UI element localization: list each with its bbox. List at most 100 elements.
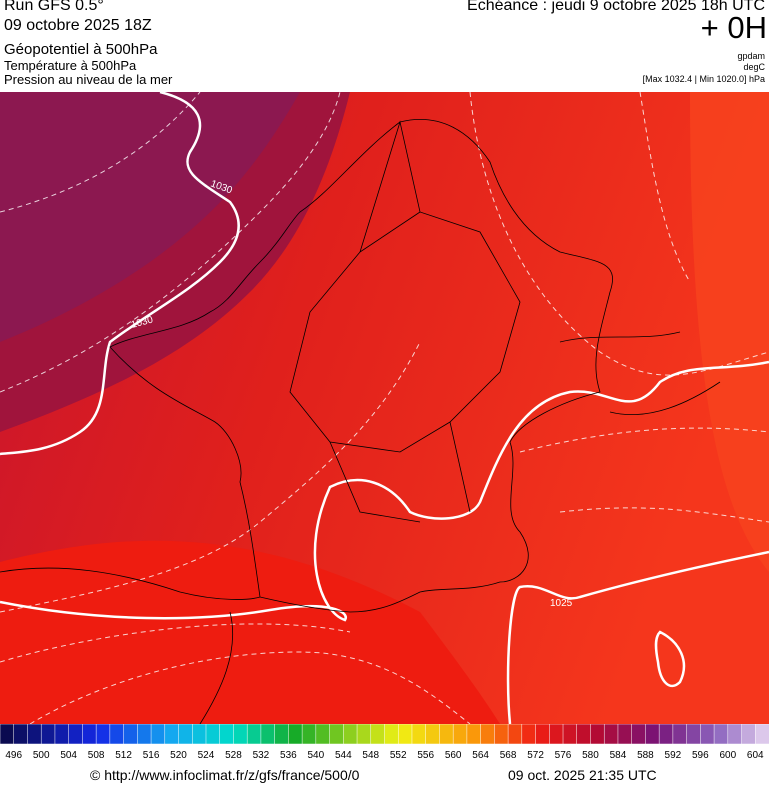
scale-swatch [219,724,235,745]
scale-swatch [535,724,551,745]
scale-swatch [246,724,262,745]
scale-label: 544 [335,750,352,761]
scale-swatch [315,724,331,745]
scale-swatch [617,724,633,745]
layer: Température à 500hPa [4,58,137,73]
scale-swatch [658,724,674,745]
scale-swatch [178,724,193,745]
scale-swatch [384,724,399,745]
scale-swatch [549,724,564,745]
scale-swatch [233,724,248,745]
scale-swatch [137,724,152,745]
scale-swatch [672,724,688,745]
scale-swatch [301,724,317,745]
color-scale: 496 500 504 508 512 516 520 524 528 532 536 540 544 5… [0,724,769,761]
scale-swatch [109,724,125,745]
scale-label: 504 [60,750,77,761]
scale-swatch [205,724,221,745]
timestamp: 09 oct. 2025 21:35 UTC [508,767,657,783]
scale-label: 552 [390,750,407,761]
scale-label: 520 [170,750,187,761]
scale-swatch [645,724,660,745]
isobar-label: 1025 [550,598,573,609]
scale-swatch [562,724,578,745]
scale-swatch [370,724,386,745]
scale-label: 516 [143,750,160,761]
scale-swatch [439,724,454,745]
scale-label: 500 [33,750,50,761]
scale-label: 524 [198,750,215,761]
scale-swatch [82,724,97,745]
scale-swatch [494,724,509,745]
scale-swatch [425,724,441,745]
scale-label: 596 [692,750,709,761]
isotherms [0,92,769,724]
field-zone [0,540,500,724]
scale-swatch [164,724,180,745]
scale-label: 540 [307,750,324,761]
scale-swatch [356,724,372,745]
scale-swatch [260,724,276,745]
scale-swatch [755,724,769,745]
scale-label: 512 [115,750,132,761]
scale-swatch [54,724,70,745]
layer: Géopotentiel à 500hPa [4,41,158,58]
scale-label: 604 [747,750,764,761]
field-zone [690,92,769,572]
run: Run GFS 0.5° [4,0,104,14]
scale-label: 580 [582,750,599,761]
scale-label: 496 [5,750,22,761]
scale-swatch [411,724,427,745]
scale-swatch [27,724,42,745]
scale-swatch [150,724,166,745]
scale-swatch [397,724,413,745]
coastlines-borders [0,119,721,724]
scale-label: 508 [88,750,105,761]
scale-label: 528 [225,750,242,761]
pressure-range: [Max 1032.4 | Min 1020.0] hPa [642,74,765,84]
scale-swatch [68,724,84,745]
scale-label: 576 [555,750,572,761]
unit: gpdam [737,51,765,61]
scale-label: 532 [253,750,270,761]
scale-swatch [631,724,647,745]
scale-swatch [590,724,605,745]
scale-swatch [713,724,729,745]
field-zone [0,92,300,342]
scale-swatch [123,724,139,745]
scale-swatch [343,724,358,745]
scale-swatch [507,724,523,745]
scale-label: 600 [719,750,736,761]
scale-swatch [40,724,56,745]
source-url: © http://www.infoclimat.fr/z/gfs/france/… [90,767,360,783]
layer: Pression au niveau de la mer [4,72,173,87]
map: 1030 1030 1025 [0,92,769,724]
scale-swatch [274,724,290,745]
scale-swatch [686,724,702,745]
scale-label: 572 [527,750,544,761]
scale-swatch [192,724,207,745]
scale-swatch [480,724,496,745]
isobars [0,92,769,724]
unit: degC [743,62,765,72]
scale-swatch [466,724,482,745]
scale-swatch [13,724,29,745]
scale-swatch [329,724,345,745]
scale-swatch [727,724,743,745]
scale-swatch [521,724,537,745]
scale-swatch [0,724,15,745]
scale-label: 548 [362,750,379,761]
valid-time: Echéance : jeudi 9 octobre 2025 18h UTC [467,0,765,14]
scale-swatch [452,724,468,745]
scale-swatch [741,724,757,745]
scale-swatch [288,724,303,745]
scale-label: 560 [445,750,462,761]
run-date: 09 octobre 2025 18Z [4,17,152,34]
scale-label: 556 [417,750,434,761]
scale-swatch [603,724,619,745]
scale-label: 568 [500,750,517,761]
scale-label: 584 [610,750,627,761]
scale-swatch [700,724,715,745]
scale-swatch [576,724,592,745]
